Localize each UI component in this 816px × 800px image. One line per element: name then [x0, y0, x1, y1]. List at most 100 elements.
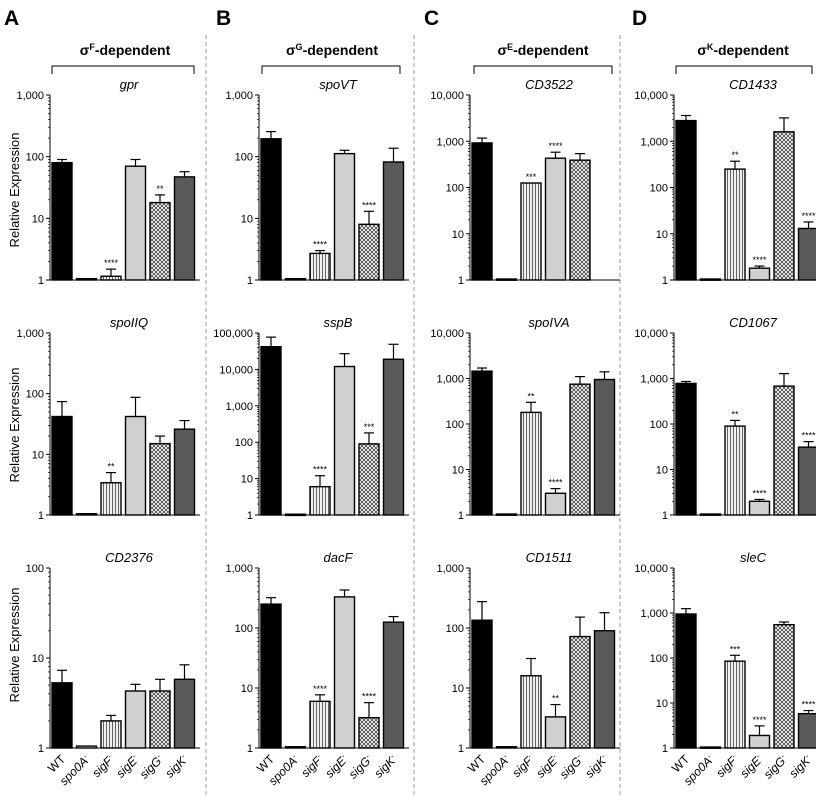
sigma-symbol: σ	[286, 42, 296, 58]
bar-sigG	[773, 131, 795, 281]
sigma-suffix: -dependent	[513, 42, 589, 58]
bar-sigG	[149, 442, 171, 516]
panel-letter: D	[632, 7, 647, 30]
bar-sigG	[358, 716, 380, 749]
x-tick-label: sigK-	[582, 752, 611, 781]
y-tick-label: 10	[32, 449, 44, 461]
y-tick-label: 1,000	[225, 401, 253, 413]
bar-WT	[260, 603, 282, 749]
y-tick-label: 10,000	[634, 328, 668, 340]
significance-label: **	[731, 150, 739, 160]
y-tick-label: 1	[662, 510, 668, 522]
sigma-symbol: σ	[497, 42, 507, 58]
y-tick-label: 100	[235, 437, 253, 449]
bar-WT	[260, 138, 282, 281]
sigma-suffix: -dependent	[713, 42, 789, 58]
y-tick-label: 1,000	[640, 374, 668, 386]
significance-label: ***	[364, 422, 375, 432]
sigma-suffix: -dependent	[95, 42, 171, 58]
sigma-symbol: σ	[80, 42, 90, 58]
bar-sigE	[544, 157, 567, 281]
significance-label: ****	[752, 255, 767, 265]
bar-WT	[260, 346, 282, 516]
y-tick-label: 1	[247, 510, 253, 522]
y-tick-label: 10	[241, 213, 253, 225]
sigma-title: σE-dependent	[497, 42, 588, 58]
panel-spoVT: spoVT 1 10 100 1,000 **** ****	[225, 77, 409, 287]
panels: gpr1101001,000******spoVT1101001,000****…	[16, 77, 816, 788]
y-tick-label: 1	[38, 510, 44, 522]
bar-sigF	[724, 660, 746, 749]
bar-sigK	[382, 161, 405, 281]
significance-label: ****	[548, 141, 563, 151]
y-tick-label: 100	[650, 653, 668, 665]
bar-spo0A	[495, 278, 518, 281]
panel-letter: A	[4, 7, 19, 30]
bar-sigK	[593, 630, 616, 749]
bar-sigF	[520, 411, 542, 516]
x-tick-label: sigE-	[533, 752, 562, 781]
y-tick-label: 1	[458, 743, 464, 755]
y-tick-label: 100	[26, 152, 44, 164]
panel-title: CD2376	[105, 550, 153, 565]
bar-sigE	[333, 596, 356, 749]
column-header-b: B σG-dependent	[216, 7, 401, 74]
bar-WT	[51, 415, 73, 516]
bar-WT	[471, 619, 493, 749]
y-tick-label: 10	[452, 465, 464, 477]
bar-spo0A	[75, 277, 98, 281]
y-tick-label: 10	[241, 474, 253, 486]
bar-WT	[51, 682, 73, 749]
significance-label: **	[552, 694, 560, 704]
panel-letter: C	[424, 7, 439, 30]
y-tick-label: 10,000	[634, 90, 668, 102]
y-tick-label: 1,000	[16, 328, 44, 340]
sigma-superscript: G	[296, 42, 303, 52]
significance-label: ****	[362, 692, 377, 702]
header-bracket	[51, 65, 195, 74]
sigma-title: σG-dependent	[286, 42, 378, 58]
y-tick-label: 10,000	[634, 563, 668, 575]
bar-sigK	[173, 428, 196, 516]
bar-sigF	[100, 275, 122, 281]
y-tick-label: 10	[656, 465, 668, 477]
y-tick-label: 1,000	[436, 374, 464, 386]
panel-dacF: dacF1101001,000********WTspo0A-sigF-sigE…	[225, 550, 409, 788]
bar-sigG	[149, 690, 171, 749]
panel-sleC: sleC1101001,00010,000***********WTspo0A-…	[634, 550, 816, 788]
x-tick-label: sigK-	[371, 752, 400, 781]
sigma-superscript: E	[507, 42, 513, 52]
y-tick-label: 1	[38, 743, 44, 755]
significance-label: **	[107, 462, 115, 472]
x-tick-label: sigF-	[713, 752, 741, 780]
significance-label: ***	[526, 172, 537, 182]
y-tick-label: 10	[452, 229, 464, 241]
panel-title: sspB	[324, 315, 353, 330]
bar-sigK	[173, 678, 196, 749]
bar-WT	[471, 370, 493, 516]
bar-spo0A	[284, 277, 307, 281]
y-tick-label: 10	[656, 698, 668, 710]
bar-sigE	[124, 165, 147, 281]
panel-title: gpr	[120, 77, 139, 92]
sigma-superscript: F	[89, 42, 95, 52]
bar-sigG	[149, 201, 171, 281]
bar-sigK	[382, 621, 405, 749]
y-tick-label: 10	[241, 683, 253, 695]
x-tick-label: sigG-	[137, 752, 167, 782]
x-tick-label: sigE-	[737, 752, 766, 781]
y-tick-label: 10,000	[219, 364, 253, 376]
bar-sigE	[333, 365, 356, 516]
x-tick-label: sigK-	[786, 752, 815, 781]
bar-sigK	[797, 446, 816, 516]
y-tick-label: 1	[662, 275, 668, 287]
panel-CD1511: CD15111101001,000**WTspo0A-sigF-sigE-sig…	[436, 550, 620, 788]
panel-title: spoVT	[319, 77, 358, 92]
bar-spo0A	[284, 513, 307, 517]
bar-spo0A	[699, 278, 722, 281]
y-tick-label: 1	[662, 743, 668, 755]
significance-label: ****	[313, 240, 328, 250]
y-axis-title-row-1: Relative Expression	[7, 133, 22, 248]
